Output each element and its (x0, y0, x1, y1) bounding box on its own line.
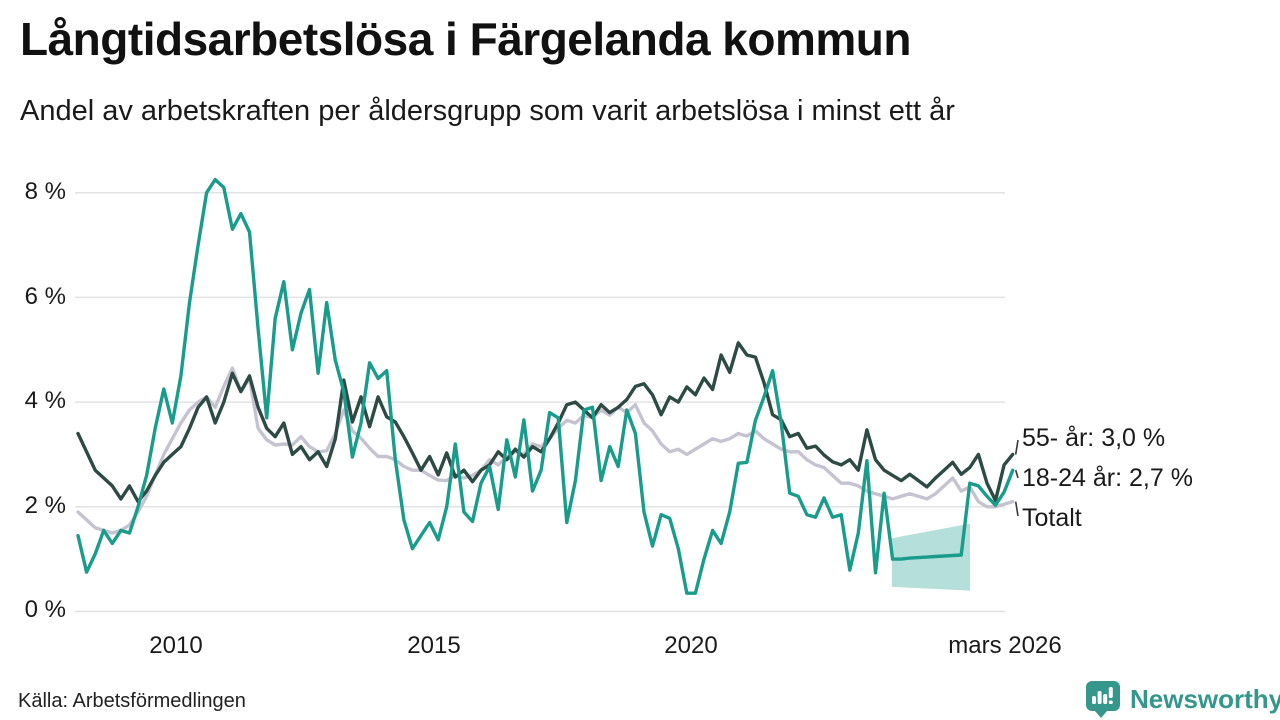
series-label-totalt: Totalt (1022, 504, 1082, 532)
newsworthy-logo: Newsworthy (1084, 679, 1280, 719)
x-tick-label: mars 2026 (948, 632, 1062, 659)
y-tick-label: 2 % (24, 492, 66, 519)
logo-bubble (1086, 681, 1120, 718)
annotation-connector (1014, 469, 1019, 479)
annotation-connector (1014, 501, 1019, 517)
logo-exclamation-stem (1108, 687, 1113, 698)
newsworthy-icon (1086, 681, 1120, 718)
x-tick-label: 2020 (664, 632, 718, 659)
y-tick-label: 4 % (24, 387, 66, 414)
source-note: Källa: Arbetsförmedlingen (18, 690, 246, 712)
logo-bar (1097, 691, 1102, 704)
newsworthy-wordmark: Newsworthy (1130, 683, 1280, 714)
y-tick-label: 8 % (24, 178, 66, 205)
x-tick-label: 2010 (149, 632, 203, 659)
series-label-55: 55- år: 3,0 % (1022, 424, 1166, 452)
logo-bar (1092, 696, 1096, 704)
y-tick-label: 6 % (24, 283, 66, 310)
page-title: Långtidsarbetslösa i Färgelanda kommun (20, 13, 911, 65)
chart-header: Långtidsarbetslösa i Färgelanda kommun (20, 12, 1260, 66)
annotation-connector (1014, 439, 1019, 455)
x-tick-label: 2015 (407, 632, 461, 659)
logo-bar (1103, 694, 1108, 704)
series-line-55-r (76, 341, 1015, 504)
y-tick-label: 0 % (24, 596, 66, 623)
series-line-18-24-r (76, 177, 1015, 595)
logo-exclamation-dot (1108, 700, 1113, 704)
page-subtitle: Andel av arbetskraften per åldersgrupp s… (20, 95, 955, 127)
series-label-18-24: 18-24 år: 2,7 % (1022, 464, 1193, 492)
